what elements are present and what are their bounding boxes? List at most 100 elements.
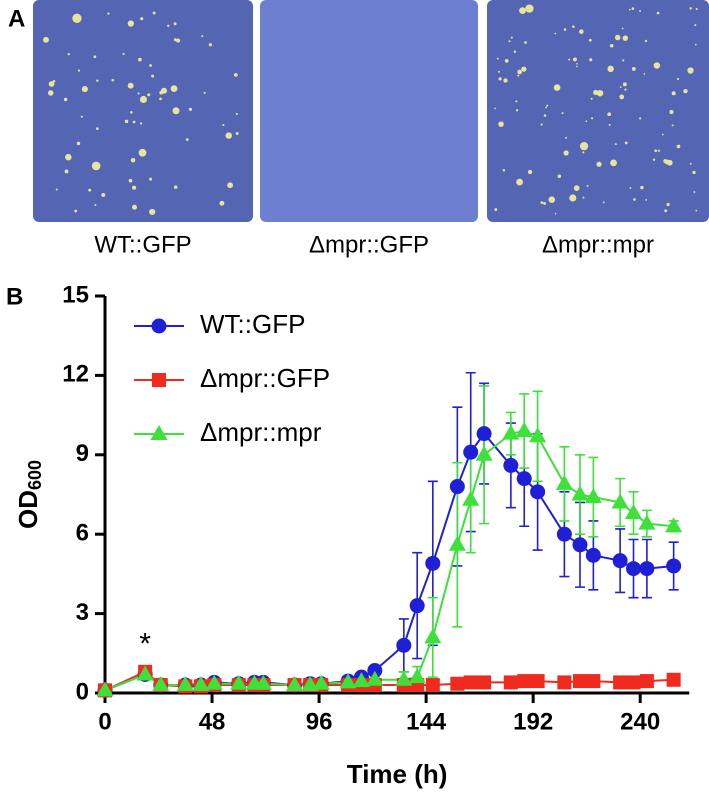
y-axis-label-main: OD	[13, 490, 43, 529]
colony	[652, 158, 656, 161]
marker	[611, 493, 629, 509]
marker	[665, 517, 683, 533]
colony	[586, 185, 589, 187]
colony	[132, 204, 137, 210]
colony	[640, 185, 644, 190]
marker	[151, 318, 167, 334]
colony	[624, 88, 627, 91]
colony	[496, 57, 499, 60]
colony	[614, 34, 621, 41]
colony	[582, 196, 585, 199]
y-tick-label: 0	[76, 678, 89, 705]
colony	[664, 159, 670, 165]
colony	[608, 123, 611, 126]
colony	[74, 209, 78, 213]
colony	[589, 58, 593, 62]
colony	[504, 59, 509, 63]
legend-label: WT::GFP	[200, 309, 305, 339]
colony	[63, 97, 68, 102]
colony	[521, 66, 527, 72]
colony	[639, 117, 642, 120]
colony	[656, 11, 660, 15]
colony	[654, 149, 658, 153]
colony	[695, 8, 698, 11]
marker	[529, 427, 547, 443]
colony	[147, 93, 151, 97]
marker	[192, 676, 210, 692]
marker	[666, 672, 681, 687]
y-tick-label: 12	[62, 361, 89, 388]
colony	[689, 7, 692, 10]
series-line	[104, 432, 674, 692]
x-tick-label: 0	[98, 708, 111, 735]
marker	[639, 561, 655, 577]
marker	[475, 445, 493, 461]
colony	[101, 193, 106, 197]
plate-label: Δmpr::GFP	[309, 231, 429, 258]
marker	[462, 490, 480, 506]
marker	[425, 555, 441, 571]
colony	[633, 198, 636, 201]
colony	[596, 161, 602, 167]
marker	[230, 674, 248, 690]
x-tick-label: 48	[199, 708, 226, 735]
colony	[235, 132, 239, 135]
colony	[588, 38, 592, 42]
colony	[64, 169, 69, 174]
colony	[127, 82, 134, 89]
colony	[173, 22, 177, 26]
colony	[563, 150, 569, 156]
x-tick-label: 192	[513, 708, 553, 735]
marker	[638, 514, 656, 530]
x-tick-label: 144	[406, 708, 447, 735]
marker	[530, 674, 545, 689]
colony	[546, 104, 549, 107]
marker	[408, 668, 426, 684]
colony	[565, 136, 568, 139]
marker	[450, 676, 465, 691]
colony	[664, 209, 668, 213]
marker	[205, 674, 223, 690]
colony	[524, 41, 527, 44]
colony	[139, 122, 143, 125]
marker	[530, 484, 546, 500]
marker	[572, 674, 587, 689]
marker	[152, 676, 170, 692]
marker	[476, 426, 492, 442]
colony	[96, 79, 99, 82]
colony	[96, 127, 99, 130]
colony	[172, 107, 180, 115]
colony	[628, 8, 631, 11]
legend-label: Δmpr::GFP	[200, 363, 330, 393]
colony	[498, 70, 500, 73]
x-tick-label: 96	[306, 708, 333, 735]
marker	[556, 526, 572, 542]
colony	[225, 132, 232, 139]
colony	[43, 36, 49, 43]
marker	[626, 561, 642, 577]
colony	[676, 77, 680, 81]
colony	[614, 143, 617, 146]
colony	[689, 162, 692, 165]
colony	[111, 78, 115, 82]
colony	[540, 123, 543, 126]
colony	[74, 14, 77, 17]
colony	[188, 107, 192, 111]
marker	[571, 485, 589, 501]
colony	[77, 69, 81, 72]
colony	[173, 185, 178, 189]
marker	[339, 673, 357, 689]
marker	[463, 444, 479, 460]
marker	[448, 535, 466, 551]
colony	[607, 112, 612, 117]
marker	[395, 670, 413, 686]
colony	[548, 196, 556, 203]
colony	[498, 77, 502, 81]
marker	[502, 424, 520, 440]
colony	[152, 11, 156, 15]
colony	[503, 78, 508, 83]
colony	[151, 74, 155, 78]
colony	[543, 114, 547, 117]
colony	[494, 208, 498, 211]
